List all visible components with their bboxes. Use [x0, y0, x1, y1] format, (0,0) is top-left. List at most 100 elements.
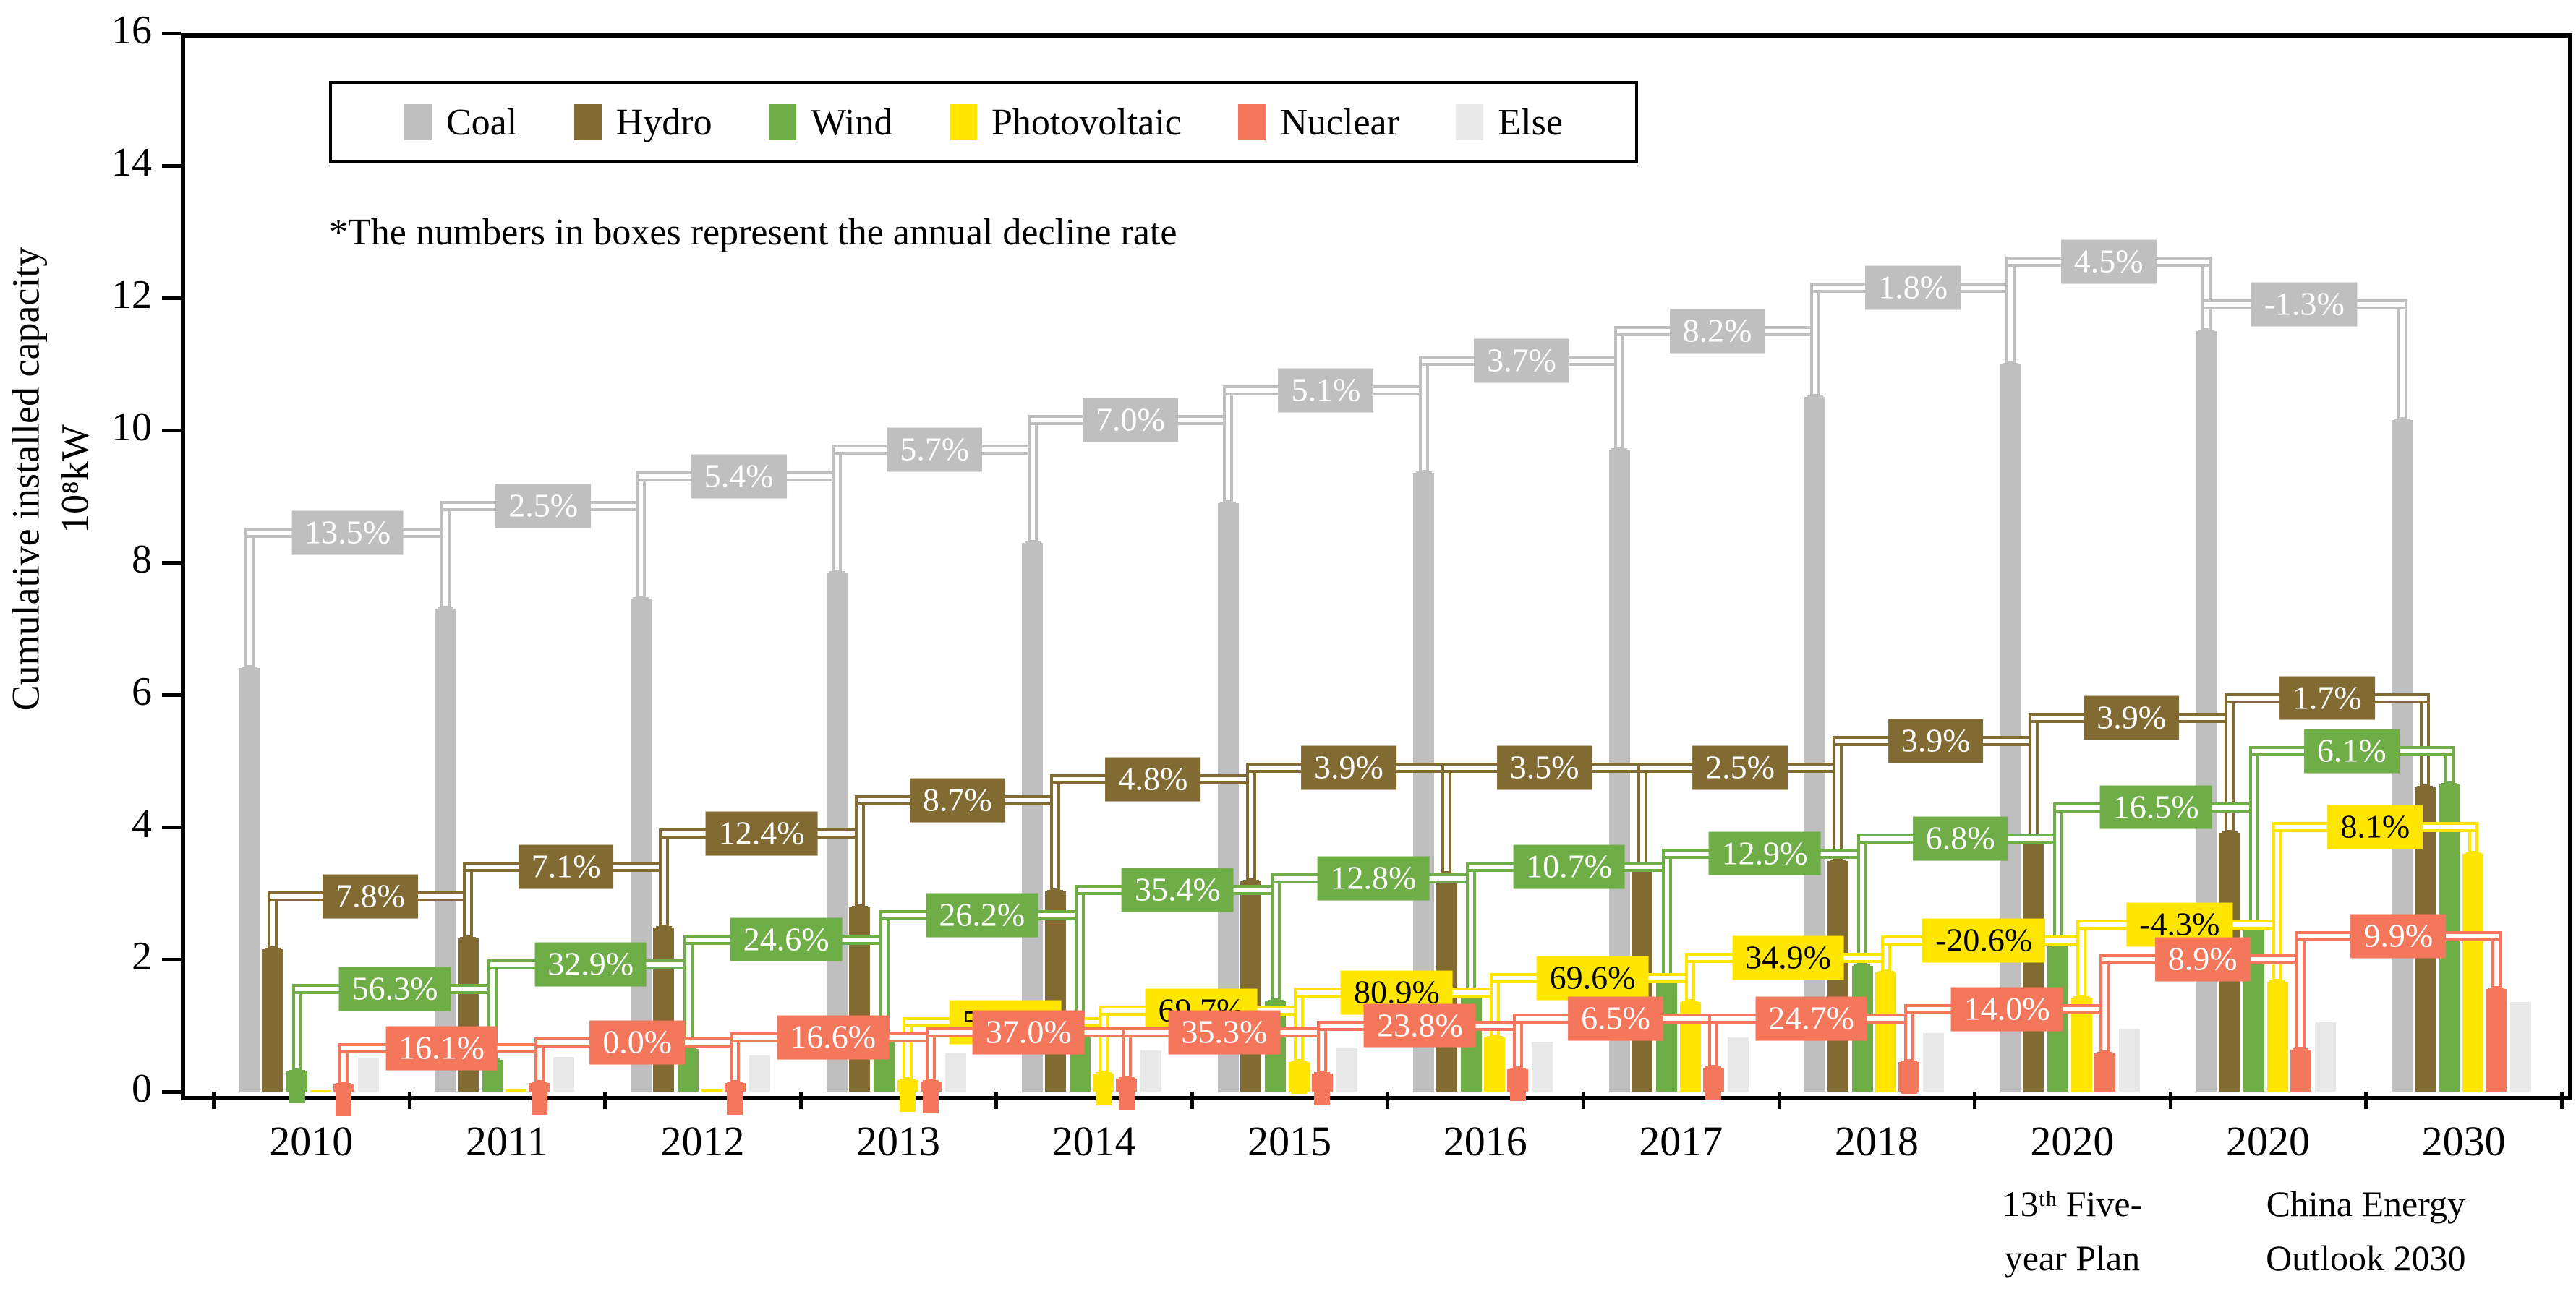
- bracket-vertical-pipe: [440, 506, 451, 609]
- decline-rate-label-hydro: 8.7%: [909, 778, 1005, 823]
- decline-rate-label-nuclear: 6.5%: [1568, 996, 1663, 1041]
- bracket-vertical-pipe: [658, 834, 669, 928]
- decline-rate-label-coal: 5.4%: [691, 454, 787, 499]
- bracket-end-cap: [2221, 831, 2238, 865]
- decline-rate-label-coal: 1.8%: [1865, 265, 1961, 310]
- coal-swatch-icon: [404, 104, 432, 140]
- bracket-vertical-pipe: [2420, 698, 2431, 788]
- decline-rate-label-wind: 24.6%: [730, 917, 843, 961]
- bracket-vertical-pipe: [1857, 839, 1868, 967]
- bracket-end-cap: [1509, 1067, 1526, 1101]
- x-category-label: 2030: [2421, 1118, 2506, 1165]
- legend-item-coal: Coal: [404, 101, 517, 144]
- y-tick-label: 14: [111, 140, 152, 185]
- bracket-end-cap: [2394, 419, 2410, 453]
- decline-rate-label-hydro: 1.7%: [2279, 676, 2375, 721]
- bracket-end-cap: [1118, 1076, 1135, 1110]
- decline-rate-label-coal: 5.7%: [887, 427, 983, 472]
- bar-hydro-2020: [2023, 842, 2044, 1092]
- x-tick: [1190, 1092, 1194, 1109]
- y-tick: [162, 826, 181, 829]
- bracket-end-cap: [1807, 395, 1823, 429]
- bracket-vertical-pipe: [2005, 261, 2016, 364]
- bracket-end-cap: [1634, 865, 1650, 899]
- x-category-label: 2020: [2030, 1118, 2115, 1165]
- bar-coal-2010: [239, 668, 260, 1092]
- bracket-vertical-pipe: [1708, 1019, 1719, 1068]
- bracket-vertical-pipe: [1223, 390, 1234, 503]
- x-category-label: 2014: [1052, 1118, 1136, 1165]
- x-category-label: 2010: [269, 1118, 354, 1165]
- x-category-label: 2018: [1834, 1118, 1919, 1165]
- bracket-end-cap: [264, 948, 281, 982]
- bracket-end-cap: [2025, 841, 2042, 875]
- x-category-label: 2011: [465, 1118, 548, 1165]
- bar-photovoltaic-2030: [2462, 853, 2484, 1092]
- bracket-end-cap: [633, 597, 649, 631]
- x-category-label: 2015: [1248, 1118, 1332, 1165]
- bracket-vertical-pipe: [1075, 889, 1086, 1025]
- y-tick: [162, 958, 181, 961]
- decline-rate-label-coal: 8.2%: [1669, 309, 1765, 354]
- bracket-end-cap: [242, 667, 258, 701]
- legend-item-label: Nuclear: [1280, 101, 1399, 143]
- bar-else-2020: [2314, 1022, 2336, 1092]
- bracket-end-cap: [336, 1082, 352, 1116]
- x-tick: [2559, 1092, 2564, 1109]
- decline-rate-label-hydro: 2.5%: [1692, 745, 1788, 790]
- bracket-end-cap: [1854, 964, 1871, 998]
- x-tick: [994, 1092, 999, 1109]
- bracket-end-cap: [1486, 1035, 1503, 1069]
- legend-item-else: Else: [1456, 101, 1563, 144]
- bracket-vertical-pipe: [2248, 750, 2259, 922]
- decline-rate-label-wind: 16.5%: [2099, 785, 2212, 829]
- bracket-vertical-pipe: [338, 1048, 349, 1084]
- x-tick: [798, 1092, 803, 1109]
- y-tick: [162, 1090, 181, 1094]
- bracket-end-cap: [1024, 541, 1041, 575]
- bracket-vertical-pipe: [1317, 1025, 1328, 1074]
- bracket-vertical-pipe: [636, 476, 647, 599]
- bracket-vertical-pipe: [244, 532, 255, 669]
- bracket-vertical-pipe: [832, 450, 842, 573]
- x-category-label: 2020: [2226, 1118, 2310, 1165]
- bar-photovoltaic-2011: [506, 1089, 527, 1092]
- x-category-label: 2017: [1639, 1118, 1723, 1165]
- bracket-vertical-pipe: [463, 866, 474, 938]
- bracket-vertical-pipe: [1637, 767, 1647, 867]
- decline-rate-label-wind: 6.8%: [1912, 817, 2008, 861]
- decline-rate-label-nuclear: 35.3%: [1168, 1010, 1281, 1055]
- bracket-vertical-pipe: [903, 1022, 913, 1081]
- bracket-vertical-pipe: [1418, 360, 1429, 474]
- bracket-end-cap: [1314, 1072, 1331, 1106]
- nuclear-swatch-icon: [1238, 104, 1266, 140]
- decline-rate-label-nuclear: 8.9%: [2154, 937, 2251, 982]
- legend-item-label: Else: [1498, 101, 1563, 143]
- bar-else-2011: [553, 1057, 575, 1092]
- bar-else-2012: [749, 1055, 770, 1092]
- bracket-end-cap: [1877, 971, 1894, 1005]
- footnote-line: year Plan: [2004, 1238, 2141, 1278]
- bracket-vertical-pipe: [1809, 288, 1820, 398]
- bracket-end-cap: [1830, 859, 1846, 893]
- photovoltaic-swatch-icon: [950, 104, 977, 140]
- bracket-end-cap: [1611, 448, 1628, 482]
- y-tick-label: 10: [111, 405, 152, 450]
- decline-rate-label-wind: 10.7%: [1513, 844, 1625, 889]
- y-tick: [162, 429, 181, 432]
- decline-rate-label-coal: 13.5%: [291, 510, 404, 555]
- bracket-vertical-pipe: [1685, 958, 1696, 1002]
- decline-rate-label-hydro: 7.1%: [518, 844, 614, 889]
- bracket-end-cap: [1291, 1060, 1308, 1094]
- footnote-line: China Energy: [2266, 1183, 2465, 1224]
- decline-rate-label-photovoltaic: 69.6%: [1536, 956, 1649, 1001]
- decline-rate-label-wind: 35.4%: [1121, 868, 1234, 912]
- legend-item-label: Photovoltaic: [991, 101, 1182, 143]
- decline-rate-label-nuclear: 16.6%: [777, 1015, 890, 1060]
- y-tick-label: 6: [132, 669, 152, 714]
- y-tick-label: 0: [132, 1066, 152, 1111]
- footnote-line: Outlook 2030: [2266, 1238, 2466, 1278]
- decline-rate-label-hydro: 12.4%: [705, 811, 818, 856]
- x-category-label: 2013: [856, 1118, 940, 1165]
- bar-coal-2018: [1804, 397, 1826, 1092]
